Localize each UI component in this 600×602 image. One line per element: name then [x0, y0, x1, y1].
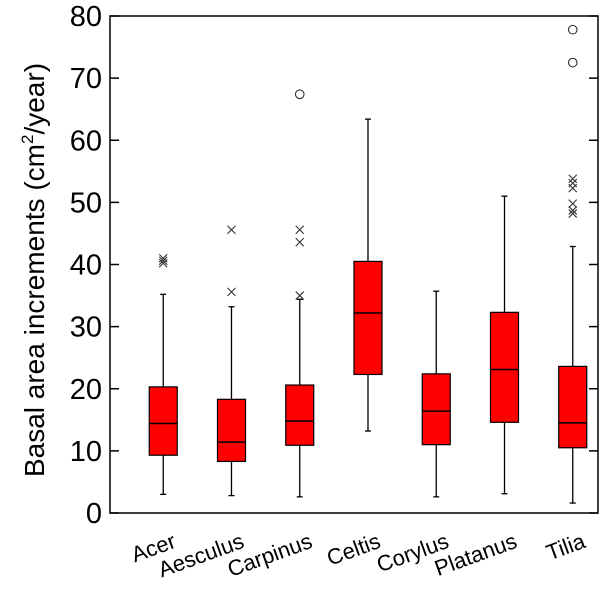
box-acer	[148, 253, 178, 496]
outlier-marker	[227, 225, 236, 235]
interquartile-box	[489, 311, 520, 423]
y-tick-label: 80	[70, 1, 102, 33]
y-tick-label: 20	[70, 374, 102, 406]
y-tick-label: 60	[70, 125, 102, 157]
y-ticks-layer: 0 10 20 30 40 50 60 70 80	[70, 1, 598, 530]
outlier-marker	[295, 291, 305, 300]
outlier-marker	[568, 174, 578, 184]
boxes-layer	[148, 24, 588, 504]
y-axis-label-superscript: 2	[18, 135, 37, 144]
outlier-marker	[568, 199, 578, 209]
box-carpinus	[285, 89, 315, 498]
y-axis-label-tail: /year)	[19, 63, 50, 135]
interquartile-box	[353, 260, 383, 376]
category-label-tilia: Tilia	[543, 528, 589, 565]
outlier-marker	[158, 256, 168, 266]
extreme-marker	[567, 57, 578, 68]
outlier-marker	[295, 237, 305, 247]
outlier-marker	[568, 178, 578, 188]
y-tick-label: 10	[70, 436, 102, 468]
interquartile-box	[148, 386, 178, 456]
y-axis-label: Basal area increments (cm2/year)	[18, 63, 50, 477]
outlier-marker	[158, 253, 168, 263]
extreme-marker	[294, 89, 305, 100]
outlier-marker	[568, 206, 578, 215]
outlier-marker	[295, 225, 305, 235]
y-tick-label: 30	[70, 312, 102, 344]
category-label-celtis: Celtis	[323, 528, 383, 570]
y-tick-label: 40	[70, 250, 102, 282]
outlier-marker	[227, 287, 236, 297]
extreme-marker	[567, 24, 578, 35]
box-tilia	[558, 24, 588, 504]
y-tick-label: 70	[70, 63, 102, 95]
box-celtis	[353, 118, 383, 432]
y-tick-label: 50	[70, 187, 102, 219]
interquartile-box	[421, 373, 451, 446]
interquartile-box	[558, 365, 588, 449]
outlier-marker	[568, 209, 578, 218]
box-corylus	[421, 290, 451, 498]
box-aesculus	[216, 225, 247, 497]
interquartile-box	[216, 398, 247, 463]
y-tick-label: 0	[86, 498, 102, 530]
box-platanus	[489, 195, 520, 495]
interquartile-box	[285, 384, 315, 446]
y-axis-label-main: Basal area increments (cm	[19, 144, 50, 477]
